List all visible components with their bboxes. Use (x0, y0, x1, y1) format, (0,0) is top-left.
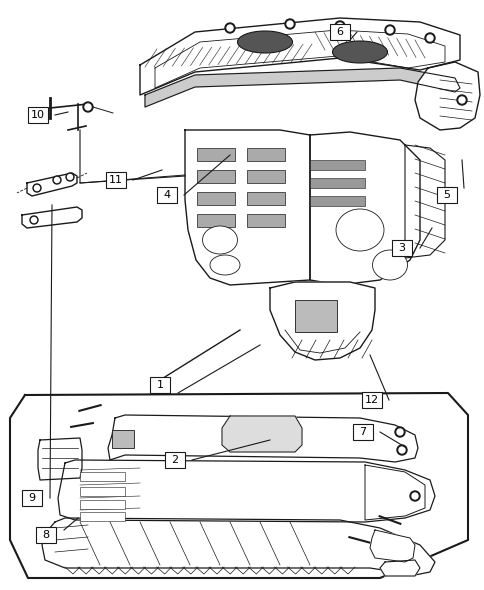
Polygon shape (38, 438, 82, 480)
Text: 2: 2 (171, 455, 178, 465)
Circle shape (53, 176, 61, 184)
Bar (80, 512, 125, 521)
FancyBboxPatch shape (436, 187, 456, 203)
FancyBboxPatch shape (165, 452, 184, 468)
Circle shape (66, 173, 74, 181)
Bar (309, 160, 364, 170)
FancyBboxPatch shape (361, 392, 381, 408)
Polygon shape (10, 393, 467, 578)
Circle shape (287, 21, 292, 27)
Polygon shape (22, 207, 82, 228)
Circle shape (394, 427, 404, 437)
Polygon shape (140, 18, 459, 95)
Bar (197, 214, 235, 227)
Polygon shape (184, 130, 309, 285)
FancyBboxPatch shape (36, 527, 56, 543)
Ellipse shape (335, 209, 383, 251)
Bar (80, 487, 125, 496)
Bar (197, 192, 235, 205)
Circle shape (67, 175, 72, 179)
Text: 6: 6 (336, 27, 343, 37)
Text: 1: 1 (156, 380, 163, 390)
Polygon shape (270, 282, 374, 360)
Ellipse shape (332, 41, 387, 63)
Circle shape (456, 95, 466, 105)
Bar (80, 472, 125, 481)
Circle shape (83, 102, 93, 112)
Polygon shape (369, 530, 414, 562)
Text: 9: 9 (29, 493, 35, 503)
Circle shape (34, 185, 39, 191)
Bar (246, 148, 285, 161)
Bar (80, 500, 125, 509)
Polygon shape (309, 132, 419, 285)
Text: 12: 12 (364, 395, 378, 405)
Text: 10: 10 (31, 110, 45, 120)
Polygon shape (404, 145, 444, 258)
Bar (246, 214, 285, 227)
Bar (197, 170, 235, 183)
Polygon shape (222, 416, 302, 452)
Bar (197, 148, 235, 161)
Circle shape (409, 491, 419, 501)
FancyBboxPatch shape (22, 490, 42, 506)
Circle shape (398, 447, 404, 453)
FancyBboxPatch shape (150, 377, 170, 393)
FancyBboxPatch shape (106, 172, 126, 188)
Ellipse shape (210, 255, 240, 275)
Ellipse shape (237, 31, 292, 53)
Circle shape (384, 25, 394, 35)
Bar (246, 192, 285, 205)
Text: 3: 3 (398, 243, 405, 253)
Polygon shape (379, 560, 419, 576)
Circle shape (386, 27, 392, 33)
Circle shape (33, 184, 41, 192)
Circle shape (85, 104, 91, 110)
Text: 11: 11 (109, 175, 123, 185)
Bar (246, 170, 285, 183)
FancyBboxPatch shape (28, 107, 48, 123)
FancyBboxPatch shape (294, 300, 336, 332)
Bar (112, 430, 134, 448)
Circle shape (424, 33, 434, 43)
Circle shape (426, 35, 432, 41)
Polygon shape (58, 460, 434, 522)
Text: 5: 5 (442, 190, 450, 200)
Circle shape (54, 178, 60, 182)
Text: 8: 8 (42, 530, 49, 540)
Circle shape (411, 493, 417, 499)
Circle shape (285, 19, 294, 29)
Circle shape (396, 429, 402, 435)
Circle shape (31, 218, 36, 222)
Polygon shape (414, 62, 479, 130)
Text: 4: 4 (163, 190, 170, 200)
Ellipse shape (372, 250, 407, 280)
Circle shape (225, 23, 235, 33)
Bar (309, 178, 364, 188)
Circle shape (30, 216, 38, 224)
Bar (309, 196, 364, 206)
FancyBboxPatch shape (157, 187, 177, 203)
Ellipse shape (202, 226, 237, 254)
Circle shape (334, 21, 344, 31)
Text: 7: 7 (359, 427, 366, 437)
Circle shape (336, 23, 342, 29)
FancyBboxPatch shape (391, 240, 411, 256)
Polygon shape (145, 68, 459, 107)
Polygon shape (27, 173, 77, 196)
Polygon shape (108, 415, 417, 462)
Polygon shape (42, 518, 434, 575)
Circle shape (396, 445, 406, 455)
FancyBboxPatch shape (329, 24, 349, 40)
FancyBboxPatch shape (352, 424, 372, 440)
Circle shape (227, 25, 232, 31)
Circle shape (458, 97, 464, 103)
